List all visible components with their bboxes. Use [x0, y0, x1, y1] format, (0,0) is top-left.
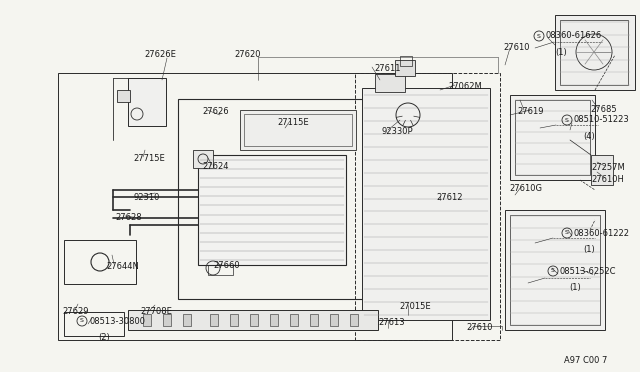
Bar [240, 110, 356, 150]
Text: (1): (1) [569, 283, 580, 292]
Text: 27685: 27685 [590, 105, 616, 114]
Bar [591, 155, 613, 185]
Text: 27644N: 27644N [106, 262, 139, 271]
Text: 27708E: 27708E [140, 307, 172, 316]
Text: 27626E: 27626E [144, 50, 176, 59]
Text: 27257M: 27257M [591, 163, 625, 172]
Bar [505, 210, 605, 330]
Text: S: S [551, 269, 555, 273]
Bar [163, 314, 171, 326]
Text: S: S [537, 33, 541, 38]
Bar [58, 73, 452, 340]
Text: 27660: 27660 [213, 261, 239, 270]
Bar [375, 74, 405, 92]
Text: 27611: 27611 [374, 64, 401, 73]
Bar [193, 150, 213, 168]
Bar [290, 314, 298, 326]
Bar [362, 88, 490, 320]
Text: 27628: 27628 [115, 213, 141, 222]
Bar [117, 90, 130, 102]
Bar [230, 314, 238, 326]
Text: (2): (2) [98, 333, 109, 342]
Bar [515, 100, 590, 175]
Text: 08360-61626: 08360-61626 [546, 32, 602, 41]
Bar [510, 215, 600, 325]
Bar [395, 60, 415, 76]
Bar [330, 314, 338, 326]
Bar [198, 155, 346, 265]
Bar [64, 240, 136, 284]
Bar [555, 15, 635, 90]
Text: 27612: 27612 [436, 193, 463, 202]
Text: S: S [565, 231, 569, 235]
Text: S: S [565, 118, 569, 122]
Bar [355, 73, 500, 340]
Text: (1): (1) [583, 245, 595, 254]
Bar [250, 314, 258, 326]
Bar [510, 95, 595, 180]
Text: 27626: 27626 [202, 107, 228, 116]
Text: 27610G: 27610G [509, 184, 542, 193]
Bar [128, 310, 378, 330]
Text: 27715E: 27715E [133, 154, 164, 163]
Bar [210, 314, 218, 326]
Text: 27610: 27610 [466, 323, 493, 332]
Text: 08513-30800: 08513-30800 [89, 317, 145, 326]
Text: 27629: 27629 [62, 307, 88, 316]
Text: 27062M: 27062M [448, 82, 482, 91]
Text: (1): (1) [555, 48, 567, 57]
Text: 08360-61222: 08360-61222 [574, 228, 630, 237]
Text: A97 C00 7: A97 C00 7 [564, 356, 607, 365]
Bar [400, 56, 412, 66]
Bar [208, 265, 233, 275]
Text: S: S [80, 318, 84, 324]
Bar [350, 314, 358, 326]
Bar [178, 99, 372, 299]
Bar [560, 20, 628, 85]
Text: 27624: 27624 [202, 162, 228, 171]
Text: 27115E: 27115E [277, 118, 308, 127]
Bar [270, 314, 278, 326]
Text: 92330P: 92330P [382, 127, 413, 136]
Text: 27610H: 27610H [591, 175, 624, 184]
Bar [128, 78, 166, 126]
Bar [183, 314, 191, 326]
Text: (4): (4) [583, 132, 595, 141]
Text: 27610: 27610 [503, 43, 529, 52]
Text: 27613: 27613 [378, 318, 404, 327]
Text: 08513-6252C: 08513-6252C [560, 266, 616, 276]
Text: 92310: 92310 [133, 193, 159, 202]
Bar [310, 314, 318, 326]
Bar [244, 114, 352, 146]
Bar [64, 312, 124, 336]
Text: 27619: 27619 [517, 107, 543, 116]
Text: 27015E: 27015E [399, 302, 431, 311]
Text: 27620: 27620 [235, 50, 261, 59]
Bar [143, 314, 151, 326]
Text: 08510-51223: 08510-51223 [574, 115, 630, 125]
